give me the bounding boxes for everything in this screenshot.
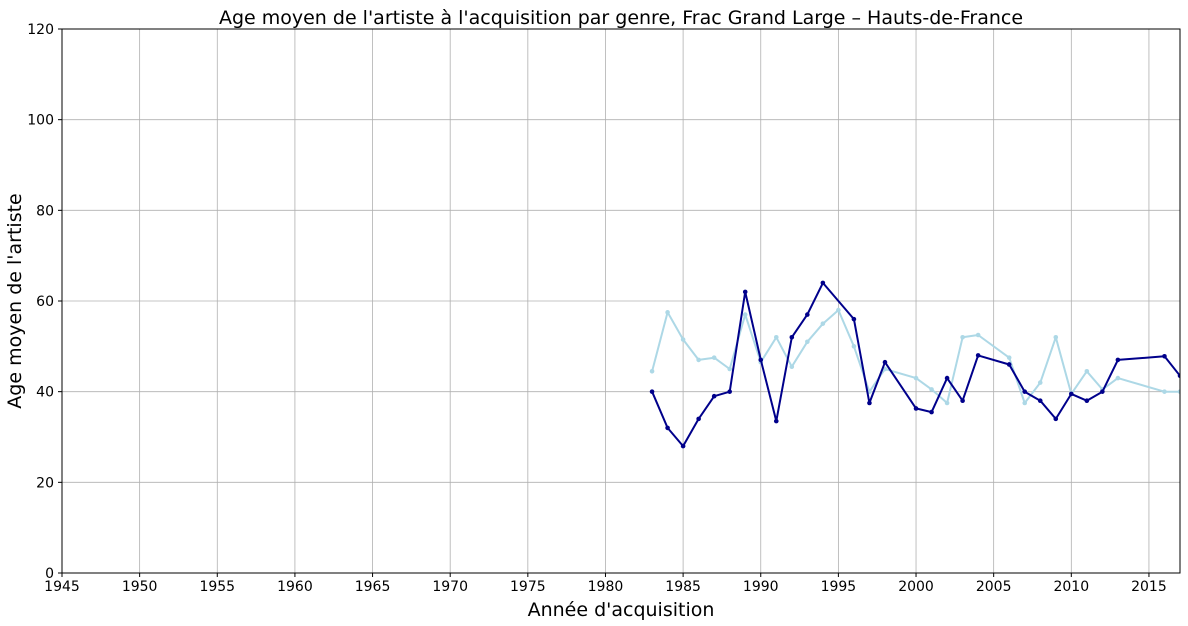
data-point [1115, 357, 1121, 363]
data-point [665, 310, 670, 315]
data-point [929, 387, 934, 392]
data-point [975, 332, 981, 338]
x-tick-label: 1945 [44, 579, 80, 595]
series-line [651, 281, 1180, 448]
data-point [944, 375, 950, 381]
data-point [913, 406, 919, 411]
x-tick-label: 1970 [432, 579, 468, 595]
data-point [851, 344, 857, 349]
y-axis-label: Age moyen de l'artiste [4, 193, 26, 408]
data-point [773, 418, 779, 424]
data-point [1053, 416, 1059, 422]
data-point [805, 339, 810, 345]
data-point [742, 289, 748, 295]
data-point [773, 334, 779, 340]
data-point [1100, 389, 1105, 394]
y-tick-label: 100 [27, 113, 54, 129]
data-point [1053, 334, 1059, 340]
x-tick-label: 1995 [821, 579, 857, 595]
data-point [1022, 389, 1028, 394]
data-point [758, 357, 764, 363]
series-lines [649, 280, 1180, 449]
data-point [836, 307, 841, 313]
data-point [1037, 398, 1043, 404]
data-point [1037, 380, 1043, 385]
data-point [882, 359, 888, 365]
data-point [929, 409, 934, 415]
data-point [680, 443, 686, 449]
data-point [1084, 368, 1090, 374]
chart-title: Age moyen de l'artiste à l'acquisition p… [219, 7, 1023, 29]
x-tick-label: 1975 [510, 579, 546, 595]
x-tick-label: 1960 [277, 579, 313, 595]
data-point [867, 400, 872, 406]
data-point [820, 321, 826, 326]
y-tick-label: 80 [36, 203, 54, 219]
data-point [1162, 389, 1167, 394]
data-point [851, 316, 857, 322]
data-point [960, 334, 965, 340]
data-point [1115, 375, 1121, 381]
y-tick-label: 60 [36, 294, 54, 310]
data-point [696, 416, 701, 422]
x-tick-label: 2005 [976, 579, 1012, 595]
axis-ticks: 1945 1950 1955 1960 1965 1970 1975 1980 1985 1990… [27, 22, 1166, 595]
x-tick-label: 1985 [665, 579, 701, 595]
x-tick-label: 2015 [1131, 579, 1167, 595]
data-point [727, 389, 732, 394]
data-point [1022, 400, 1028, 406]
data-point [649, 368, 655, 374]
x-tick-label: 1955 [199, 579, 235, 595]
x-tick-label: 1980 [588, 579, 624, 595]
data-point [1177, 389, 1180, 394]
data-point [665, 425, 670, 431]
data-point [680, 337, 686, 342]
grid [61, 28, 1180, 574]
y-tick-label: 0 [45, 566, 54, 582]
data-point [742, 312, 748, 317]
data-point [1006, 355, 1012, 360]
data-point [913, 375, 919, 381]
data-point [789, 334, 795, 340]
data-point [789, 364, 795, 370]
data-point [711, 355, 717, 360]
data-point [696, 357, 701, 363]
y-tick-label: 40 [36, 385, 54, 401]
data-point [1069, 391, 1074, 397]
x-axis-label: Année d'acquisition [528, 599, 715, 621]
data-point [1162, 354, 1167, 359]
data-point [1177, 373, 1180, 379]
data-point [960, 398, 965, 404]
data-point [944, 400, 950, 406]
data-point [975, 353, 981, 358]
data-point [1084, 398, 1090, 404]
data-point [649, 389, 655, 394]
data-point [820, 280, 826, 286]
data-point [711, 393, 717, 399]
data-point [727, 366, 732, 372]
x-tick-label: 1950 [122, 579, 158, 595]
data-point [1006, 362, 1012, 367]
x-tick-label: 2010 [1053, 579, 1089, 595]
y-tick-label: 120 [27, 22, 54, 38]
x-tick-label: 1965 [355, 579, 391, 595]
y-tick-label: 20 [36, 475, 54, 491]
x-tick-label: 1990 [743, 579, 779, 595]
x-tick-label: 2000 [898, 579, 934, 595]
data-point [805, 312, 810, 317]
